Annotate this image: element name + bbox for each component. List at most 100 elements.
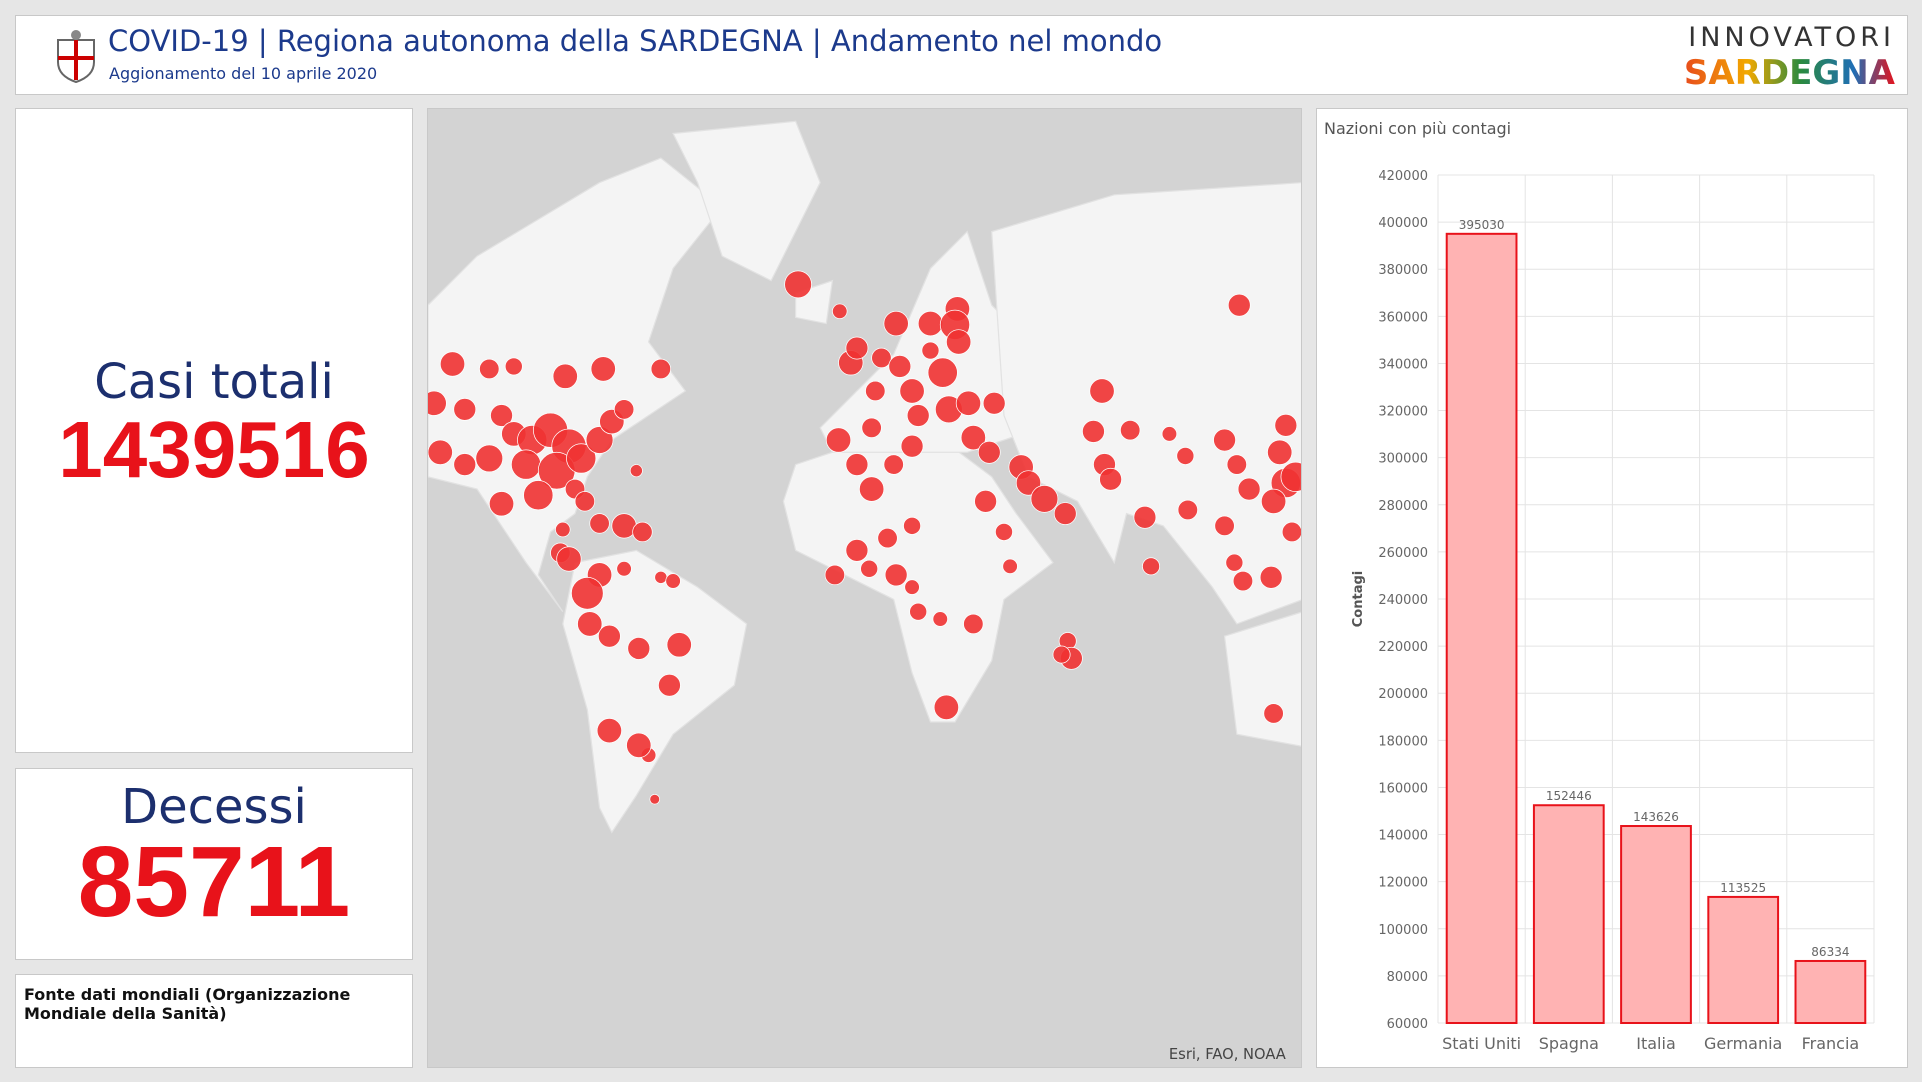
map-point[interactable] bbox=[1099, 467, 1122, 491]
map-point[interactable] bbox=[585, 426, 614, 454]
map-point[interactable] bbox=[1226, 454, 1247, 475]
map-point[interactable] bbox=[1225, 553, 1244, 572]
map-point[interactable] bbox=[1177, 499, 1198, 521]
map-point[interactable] bbox=[571, 576, 604, 610]
map-point[interactable] bbox=[927, 357, 958, 388]
map-point[interactable] bbox=[995, 523, 1013, 541]
map-point[interactable] bbox=[1260, 488, 1287, 514]
map-point[interactable] bbox=[649, 793, 660, 805]
map-point[interactable] bbox=[510, 449, 542, 480]
map-point[interactable] bbox=[1002, 558, 1018, 575]
map-point[interactable] bbox=[963, 613, 984, 635]
map-point[interactable] bbox=[1274, 413, 1298, 437]
map-point[interactable] bbox=[453, 453, 477, 476]
map-point[interactable] bbox=[596, 717, 622, 744]
map-point[interactable] bbox=[577, 611, 603, 637]
map-point[interactable] bbox=[1227, 293, 1251, 317]
map-point[interactable] bbox=[1030, 485, 1059, 513]
map-point[interactable] bbox=[1214, 515, 1235, 537]
map-point[interactable] bbox=[845, 336, 869, 360]
map-point[interactable] bbox=[613, 399, 635, 420]
map-point[interactable] bbox=[824, 564, 846, 586]
map-panel[interactable]: Esri, FAO, NOAA bbox=[427, 108, 1302, 1068]
map-point[interactable] bbox=[1267, 439, 1293, 465]
map-point[interactable] bbox=[1142, 557, 1160, 576]
map-point[interactable] bbox=[871, 347, 892, 369]
map-point[interactable] bbox=[589, 513, 610, 534]
map-point[interactable] bbox=[982, 391, 1006, 415]
map-point[interactable] bbox=[946, 329, 972, 355]
bar[interactable] bbox=[1532, 804, 1605, 1024]
map-point[interactable] bbox=[597, 624, 621, 648]
map-point[interactable] bbox=[877, 527, 898, 549]
map-point[interactable] bbox=[917, 310, 944, 337]
map-point[interactable] bbox=[977, 440, 1001, 464]
map-point[interactable] bbox=[861, 417, 882, 438]
map-point[interactable] bbox=[1232, 570, 1254, 592]
map-point[interactable] bbox=[888, 355, 912, 378]
map-point[interactable] bbox=[1082, 420, 1105, 443]
map-point[interactable] bbox=[860, 559, 879, 578]
map-point[interactable] bbox=[903, 516, 922, 535]
map-point[interactable] bbox=[504, 357, 523, 376]
map-point[interactable] bbox=[932, 611, 948, 627]
map-point[interactable] bbox=[428, 439, 453, 465]
bar[interactable] bbox=[1620, 825, 1692, 1024]
map-point[interactable] bbox=[909, 602, 928, 621]
map-point[interactable] bbox=[556, 546, 582, 572]
map-point[interactable] bbox=[479, 358, 500, 380]
map-point[interactable] bbox=[884, 563, 908, 587]
map[interactable]: Esri, FAO, NOAA bbox=[428, 109, 1302, 1068]
map-point[interactable] bbox=[654, 570, 668, 584]
map-point[interactable] bbox=[900, 434, 924, 458]
map-point[interactable] bbox=[845, 538, 869, 562]
map-point[interactable] bbox=[632, 521, 653, 543]
map-point[interactable] bbox=[832, 303, 848, 320]
map-point[interactable] bbox=[627, 637, 651, 660]
map-point[interactable] bbox=[883, 454, 904, 475]
map-point[interactable] bbox=[1161, 426, 1178, 442]
map-point[interactable] bbox=[574, 491, 596, 512]
map-point[interactable] bbox=[658, 673, 681, 697]
map-point[interactable] bbox=[475, 444, 504, 473]
map-point[interactable] bbox=[439, 351, 466, 377]
map-point[interactable] bbox=[1120, 420, 1141, 441]
map-point[interactable] bbox=[629, 464, 643, 478]
bar[interactable] bbox=[1707, 895, 1780, 1024]
map-point[interactable] bbox=[859, 476, 885, 502]
map-point[interactable] bbox=[933, 694, 960, 720]
map-point[interactable] bbox=[488, 491, 515, 517]
bar[interactable] bbox=[1794, 959, 1867, 1025]
map-point[interactable] bbox=[955, 390, 982, 416]
map-point[interactable] bbox=[1052, 645, 1071, 664]
map-point[interactable] bbox=[1213, 428, 1236, 452]
map-point[interactable] bbox=[784, 270, 812, 299]
map-point[interactable] bbox=[1281, 521, 1302, 543]
map-point[interactable] bbox=[616, 561, 632, 577]
map-point[interactable] bbox=[1237, 477, 1261, 501]
map-point[interactable] bbox=[845, 453, 869, 476]
map-point[interactable] bbox=[1259, 565, 1283, 589]
map-point[interactable] bbox=[883, 310, 909, 337]
map-point[interactable] bbox=[904, 579, 920, 595]
map-point[interactable] bbox=[1280, 461, 1302, 492]
map-point[interactable] bbox=[906, 404, 930, 427]
map-point[interactable] bbox=[825, 427, 852, 453]
map-point[interactable] bbox=[566, 443, 597, 474]
map-point[interactable] bbox=[974, 489, 997, 513]
map-point[interactable] bbox=[626, 732, 652, 758]
map-point[interactable] bbox=[921, 341, 940, 360]
map-point[interactable] bbox=[1133, 505, 1157, 529]
map-point[interactable] bbox=[453, 397, 477, 421]
map-point[interactable] bbox=[523, 480, 554, 511]
map-point[interactable] bbox=[1053, 502, 1077, 525]
map-point[interactable] bbox=[428, 390, 447, 416]
map-point[interactable] bbox=[865, 380, 886, 402]
map-point[interactable] bbox=[1015, 470, 1042, 496]
map-point[interactable] bbox=[650, 358, 672, 380]
map-point[interactable] bbox=[552, 363, 578, 389]
map-point[interactable] bbox=[960, 424, 986, 451]
map-point[interactable] bbox=[1176, 447, 1195, 465]
bar[interactable] bbox=[1445, 232, 1518, 1024]
map-point[interactable] bbox=[665, 573, 681, 589]
